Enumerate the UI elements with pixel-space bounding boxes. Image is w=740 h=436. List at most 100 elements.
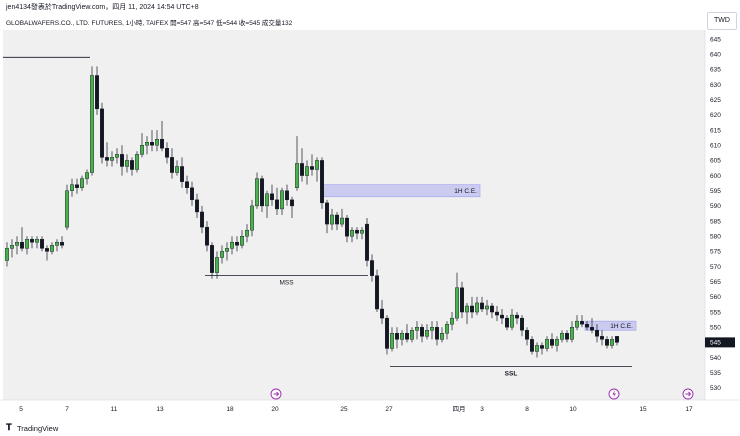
y-tick-label: 535 [710, 370, 721, 377]
candle-body [385, 317, 390, 349]
candle-body [585, 323, 590, 328]
y-tick-label: 635 [710, 67, 721, 74]
x-tick-label: 27 [385, 406, 393, 413]
candle-body [285, 190, 290, 201]
y-tick-label: 610 [710, 143, 721, 150]
candle-body [99, 108, 104, 158]
candle-body [154, 138, 159, 146]
candle [229, 236, 234, 255]
candle [410, 327, 415, 343]
candle [390, 327, 395, 352]
candle-body [575, 320, 580, 328]
candle-body [455, 287, 460, 319]
candle-body [149, 142, 154, 146]
candle [525, 327, 530, 346]
candle [270, 184, 275, 206]
candle [254, 172, 259, 209]
candle-body [435, 327, 440, 340]
candle [555, 336, 560, 352]
candle-body [495, 311, 500, 316]
candle-body [40, 239, 45, 249]
candle [219, 245, 224, 264]
last-price-tag [705, 337, 735, 348]
candle [20, 227, 25, 252]
candle [380, 299, 385, 325]
candle-body [69, 184, 74, 191]
candle-body [305, 166, 310, 176]
candle [445, 321, 450, 340]
ce-zone-label-2: 1H C.E. [610, 323, 633, 330]
candle [335, 211, 340, 231]
candle-body [595, 330, 600, 337]
candle [69, 178, 74, 197]
candle-body [370, 260, 375, 276]
candle-body [270, 193, 275, 201]
candle-body [45, 248, 50, 252]
candle [204, 221, 209, 252]
candle [475, 296, 480, 316]
candle [99, 102, 104, 164]
candle [94, 66, 99, 115]
candle [189, 181, 194, 206]
lightning-icon[interactable] [608, 388, 620, 400]
candle [560, 330, 565, 343]
candle-body [4, 248, 9, 261]
candle-body [119, 154, 124, 167]
candle-body [204, 226, 209, 246]
candle-body [330, 214, 335, 225]
ssl-line-label: SSL [505, 371, 518, 378]
candle [265, 190, 270, 219]
candle-body [605, 339, 610, 346]
candle [345, 215, 350, 243]
brand-name: TradingView [17, 424, 59, 433]
candle [465, 302, 470, 325]
candle-body [520, 317, 525, 331]
candle-body [124, 160, 129, 167]
footer: 𝐓 TradingView [0, 418, 740, 436]
candle-body [600, 336, 605, 340]
candle [550, 333, 555, 349]
y-tick-label: 530 [710, 385, 721, 392]
candle [199, 205, 204, 234]
candle [350, 227, 355, 243]
x-tick-label: 7 [65, 406, 69, 413]
candle-body [290, 199, 295, 207]
candle [615, 336, 620, 346]
candle [295, 136, 300, 191]
candle [64, 184, 69, 231]
candle-body [480, 302, 485, 310]
candle-body [9, 245, 14, 249]
candle [310, 154, 315, 176]
candle [184, 175, 189, 194]
candle-body [109, 157, 114, 161]
candle [455, 272, 460, 322]
candle [320, 157, 325, 209]
candle-body [35, 239, 40, 243]
candle [505, 315, 510, 331]
candle [234, 236, 239, 252]
tradingview-logo-icon[interactable]: 𝐓 [6, 422, 12, 432]
candle [50, 242, 55, 255]
forward-icon[interactable] [270, 388, 282, 400]
y-tick-label: 565 [710, 279, 721, 286]
candle-body [535, 345, 540, 352]
y-tick-label: 595 [710, 188, 721, 195]
candle-body [540, 345, 545, 349]
candle [84, 169, 89, 185]
candle-body [239, 236, 244, 246]
forward-icon[interactable] [682, 388, 694, 400]
candle [440, 327, 445, 343]
candle [260, 175, 265, 212]
currency-button[interactable]: TWD [707, 12, 737, 30]
candle [280, 187, 285, 215]
candle [144, 136, 149, 155]
candle-body [275, 199, 280, 210]
candle-body [234, 242, 239, 246]
y-tick-label: 540 [710, 355, 721, 362]
candle [4, 242, 9, 267]
candle [104, 142, 109, 167]
candle [595, 324, 600, 343]
candle-body [295, 163, 300, 188]
candle-body [440, 333, 445, 340]
